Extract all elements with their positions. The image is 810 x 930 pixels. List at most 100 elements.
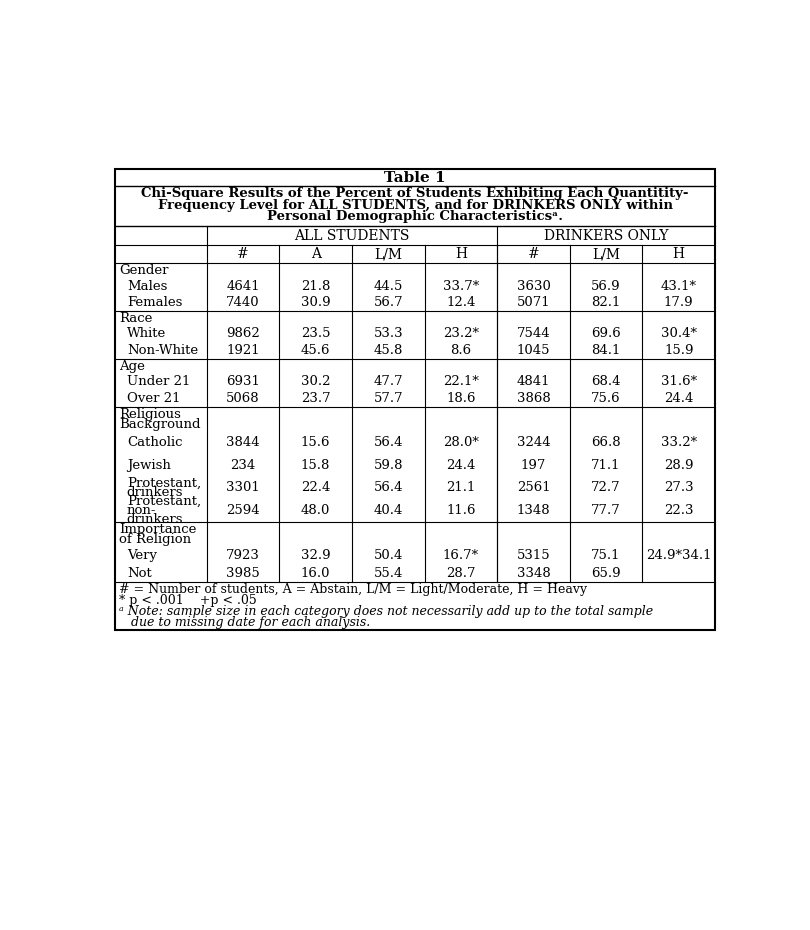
Text: #: #	[527, 247, 539, 261]
Text: 24.9*34.1: 24.9*34.1	[646, 549, 711, 562]
Text: 40.4: 40.4	[373, 504, 403, 517]
Text: 30.2: 30.2	[301, 375, 330, 388]
Text: 45.6: 45.6	[301, 344, 330, 357]
Text: 28.7: 28.7	[446, 566, 475, 579]
Text: 4841: 4841	[517, 375, 550, 388]
Text: Non-White: Non-White	[127, 344, 198, 357]
Text: 17.9: 17.9	[664, 297, 693, 310]
Text: Gender: Gender	[119, 264, 168, 277]
Text: Very: Very	[127, 549, 157, 562]
Text: Males: Males	[127, 280, 167, 293]
Text: 5068: 5068	[226, 392, 260, 405]
Text: L/M: L/M	[592, 247, 620, 261]
Text: ALL STUDENTS: ALL STUDENTS	[294, 229, 410, 243]
Text: 23.2*: 23.2*	[443, 327, 479, 340]
Text: 56.9: 56.9	[591, 280, 621, 293]
Text: 15.9: 15.9	[664, 344, 693, 357]
Text: Background: Background	[119, 418, 201, 431]
Text: 23.7: 23.7	[301, 392, 330, 405]
Text: L/M: L/M	[374, 247, 403, 261]
Text: 84.1: 84.1	[591, 344, 620, 357]
Text: 1045: 1045	[517, 344, 550, 357]
Text: 22.3: 22.3	[664, 504, 693, 517]
Text: 21.8: 21.8	[301, 280, 330, 293]
Text: 57.7: 57.7	[373, 392, 403, 405]
Text: 75.1: 75.1	[591, 549, 620, 562]
Text: 66.8: 66.8	[591, 436, 621, 449]
Text: Age: Age	[119, 360, 145, 373]
Text: 2594: 2594	[226, 504, 260, 517]
Text: due to missing date for each analysis.: due to missing date for each analysis.	[119, 616, 370, 629]
Text: 24.4: 24.4	[446, 458, 475, 472]
Text: 21.1: 21.1	[446, 482, 475, 495]
Text: Chi-Square Results of the Percent of Students Exhibiting Each Quantitity-: Chi-Square Results of the Percent of Stu…	[142, 187, 688, 200]
Text: 3868: 3868	[517, 392, 550, 405]
Text: 68.4: 68.4	[591, 375, 620, 388]
Text: 75.6: 75.6	[591, 392, 621, 405]
Text: 7923: 7923	[226, 549, 260, 562]
Text: #: #	[237, 247, 249, 261]
Text: 71.1: 71.1	[591, 458, 620, 472]
Text: 45.8: 45.8	[373, 344, 403, 357]
Text: ᵃ Note: sample size in each category does not necessarily add up to the total sa: ᵃ Note: sample size in each category doe…	[119, 604, 653, 618]
Text: Race: Race	[119, 312, 152, 326]
Text: White: White	[127, 327, 166, 340]
Text: Protestant,: Protestant,	[127, 477, 201, 490]
Text: H: H	[673, 247, 684, 261]
Text: 48.0: 48.0	[301, 504, 330, 517]
Text: 27.3: 27.3	[664, 482, 693, 495]
Text: Under 21: Under 21	[127, 375, 190, 388]
Text: 3301: 3301	[226, 482, 260, 495]
Text: 82.1: 82.1	[591, 297, 620, 310]
Text: 59.8: 59.8	[373, 458, 403, 472]
Text: drinkers: drinkers	[127, 486, 183, 499]
Text: 77.7: 77.7	[591, 504, 621, 517]
Text: 23.5: 23.5	[301, 327, 330, 340]
Text: 28.0*: 28.0*	[443, 436, 479, 449]
Text: Personal Demographic Characteristicsᵃ.: Personal Demographic Characteristicsᵃ.	[267, 210, 563, 223]
Text: 33.2*: 33.2*	[661, 436, 697, 449]
Text: Catholic: Catholic	[127, 436, 182, 449]
Text: 5315: 5315	[517, 549, 550, 562]
Text: 22.1*: 22.1*	[443, 375, 479, 388]
Text: 65.9: 65.9	[591, 566, 621, 579]
Text: 1921: 1921	[226, 344, 260, 357]
Text: 69.6: 69.6	[591, 327, 621, 340]
Text: A: A	[310, 247, 321, 261]
Text: 4641: 4641	[226, 280, 260, 293]
Text: * p < .001    +p < .05: * p < .001 +p < .05	[119, 594, 257, 607]
Text: DRINKERS ONLY: DRINKERS ONLY	[544, 229, 668, 243]
Text: 18.6: 18.6	[446, 392, 475, 405]
Text: 47.7: 47.7	[373, 375, 403, 388]
Text: 7544: 7544	[517, 327, 550, 340]
Text: non-: non-	[127, 504, 156, 517]
Text: 15.6: 15.6	[301, 436, 330, 449]
Text: 32.9: 32.9	[301, 549, 330, 562]
Text: 3244: 3244	[517, 436, 550, 449]
Text: 53.3: 53.3	[373, 327, 403, 340]
Text: 11.6: 11.6	[446, 504, 475, 517]
Text: 7440: 7440	[226, 297, 260, 310]
Text: 33.7*: 33.7*	[443, 280, 479, 293]
Text: 3985: 3985	[226, 566, 260, 579]
Text: 43.1*: 43.1*	[661, 280, 697, 293]
Text: Over 21: Over 21	[127, 392, 181, 405]
Text: 197: 197	[521, 458, 546, 472]
Text: 12.4: 12.4	[446, 297, 475, 310]
Text: 3630: 3630	[517, 280, 551, 293]
Text: 2561: 2561	[517, 482, 550, 495]
Text: 30.4*: 30.4*	[661, 327, 697, 340]
Text: 55.4: 55.4	[373, 566, 403, 579]
Text: 72.7: 72.7	[591, 482, 621, 495]
Text: Religious: Religious	[119, 407, 181, 420]
Text: 15.8: 15.8	[301, 458, 330, 472]
Bar	[115, 169, 715, 630]
Text: drinkers: drinkers	[127, 513, 183, 526]
Text: 24.4: 24.4	[664, 392, 693, 405]
Text: Protestant,: Protestant,	[127, 495, 201, 508]
Text: Jewish: Jewish	[127, 458, 171, 472]
Text: 8.6: 8.6	[450, 344, 471, 357]
Text: 56.7: 56.7	[373, 297, 403, 310]
Text: Frequency Level for ALL STUDENTS, and for DRINKERS ONLY within: Frequency Level for ALL STUDENTS, and fo…	[158, 199, 672, 212]
Text: 1348: 1348	[517, 504, 550, 517]
